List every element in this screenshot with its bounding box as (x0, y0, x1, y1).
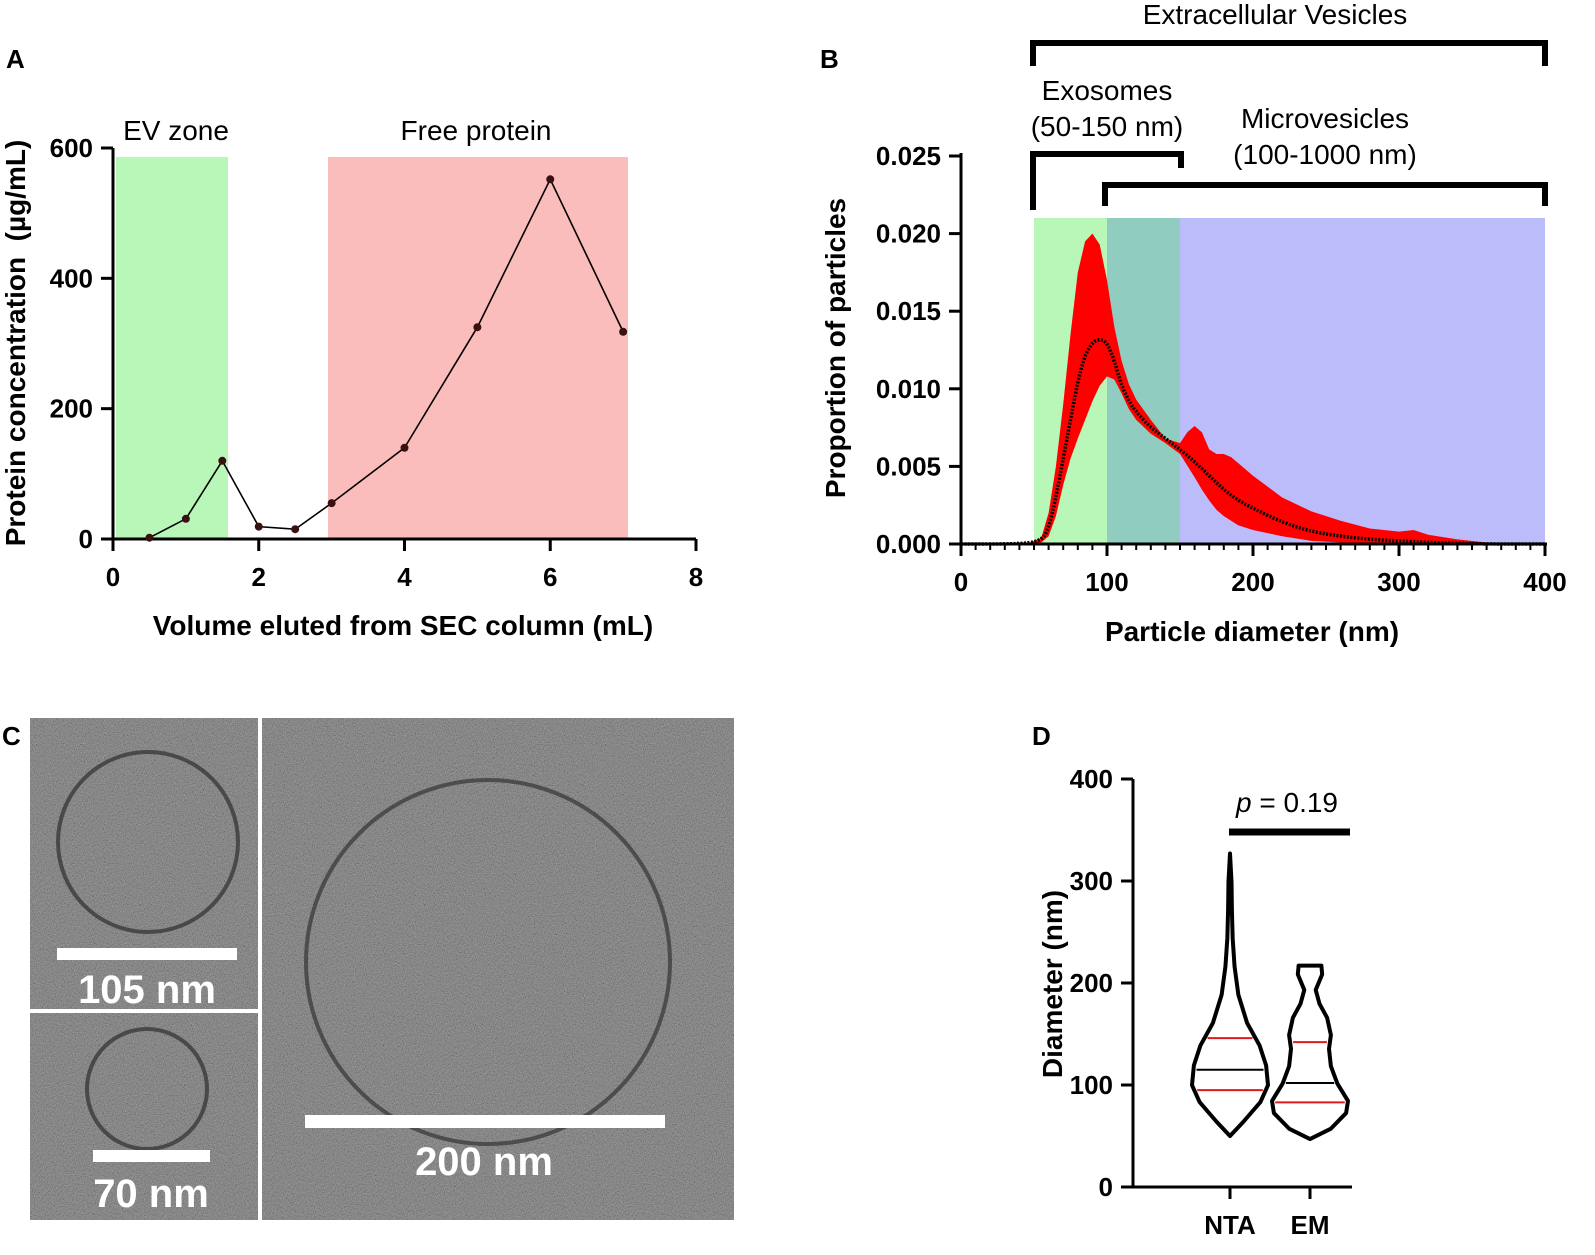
b-x-tick-label: 300 (1377, 567, 1420, 597)
d-axis-ticks: 0 100 200 300 400 NTA EM (1070, 764, 1330, 1240)
a-data-point (619, 327, 628, 336)
b-x-tick-label: 400 (1523, 567, 1566, 597)
vesicle-105nm (56, 750, 240, 934)
p-value-label: p = 0.19 (1235, 787, 1338, 818)
d-category-label: NTA (1204, 1210, 1256, 1240)
d-y-tick-label: 400 (1070, 764, 1113, 794)
microvesicle-label-1: Microvesicles (1241, 103, 1409, 134)
a-x-tick-label: 8 (689, 562, 703, 592)
a-data-line (149, 177, 624, 539)
free-protein-label: Free protein (401, 115, 552, 146)
a-y-tick-label: 0 (79, 524, 93, 554)
a-x-tick-label: 0 (106, 562, 120, 592)
a-data-point (327, 499, 336, 508)
a-data-point (254, 522, 263, 531)
a-data-point (181, 514, 190, 523)
d-y-tick-label: 200 (1070, 968, 1113, 998)
a-data-point (546, 175, 555, 184)
b-y-tick-label: 0.000 (876, 529, 941, 559)
panel-label-a: A (6, 44, 25, 74)
scale-bar-70nm (93, 1150, 210, 1162)
p-symbol: p (1235, 787, 1252, 818)
nta-mean-curve (961, 338, 1545, 546)
panel-label-b: B (820, 44, 839, 74)
panel-c: C 105 nm 70 nm 200 nm (2, 718, 734, 1220)
violin-nta (1190, 851, 1270, 1138)
d-y-tick-label: 300 (1070, 866, 1113, 896)
b-y-tick-label: 0.005 (876, 451, 941, 481)
d-category-label: EM (1291, 1210, 1330, 1240)
violin-em (1270, 963, 1350, 1142)
ev-zone-region (116, 157, 228, 539)
nta-error-band (961, 233, 1545, 544)
vesicle-70nm (85, 1027, 209, 1151)
exosome-label-2: (50-150 nm) (1031, 111, 1184, 142)
b-y-tick-label: 0.015 (876, 296, 941, 326)
ev-zone-label: EV zone (123, 115, 229, 146)
a-y-tick-label: 200 (50, 394, 93, 424)
b-x-axis-label: Particle diameter (nm) (1105, 616, 1399, 647)
a-axis-ticks: 0 2 4 6 8 0 200 400 600 (50, 133, 704, 592)
panel-label-c: C (2, 721, 21, 751)
b-y-tick-label: 0.010 (876, 374, 941, 404)
a-x-tick-label: 4 (397, 562, 412, 592)
panel-a: A EV zone Free protein 0 2 4 6 8 0 200 400 600 V… (0, 44, 703, 641)
b-x-tick-label: 0 (954, 567, 968, 597)
p-value: = 0.19 (1259, 787, 1338, 818)
a-y-tick-label: 400 (50, 263, 93, 293)
panel-label-d: D (1032, 721, 1051, 751)
ev-bracket (1030, 40, 1548, 66)
b-x-tick-label: 200 (1231, 567, 1274, 597)
ev-bracket-label: Extracellular Vesicles (1143, 0, 1408, 30)
exosome-label-1: Exosomes (1042, 75, 1173, 106)
b-y-tick-label: 0.025 (876, 141, 941, 171)
a-y-tick-label: 600 (50, 133, 93, 163)
free-protein-region (328, 157, 628, 539)
microvesicle-bracket (1102, 182, 1548, 206)
a-data-point (400, 443, 409, 452)
a-x-tick-label: 2 (252, 562, 266, 592)
a-x-tick-label: 6 (543, 562, 557, 592)
a-data-point (145, 533, 154, 542)
exosome-bracket (1030, 151, 1184, 210)
b-y-tick-label: 0.020 (876, 219, 941, 249)
d-y-tick-label: 0 (1099, 1172, 1113, 1202)
scale-bar-105nm (57, 948, 237, 960)
b-x-tick-label: 100 (1085, 567, 1128, 597)
scale-bar-200nm (305, 1115, 665, 1128)
a-y-axis-label: Protein concentration (µg/mL) (0, 140, 31, 547)
a-data-point (473, 323, 482, 332)
scale-label-105nm: 105 nm (78, 968, 216, 1012)
vesicle-200nm (304, 778, 672, 1146)
b-axis-ticks: 0 100 200 300 400 0.000 0.005 0.010 0.015 0.020 0.… (876, 141, 1567, 597)
a-data-point (291, 525, 300, 534)
scale-label-200nm: 200 nm (415, 1140, 553, 1184)
scale-label-70nm: 70 nm (93, 1172, 209, 1216)
a-data-point (218, 456, 227, 465)
d-y-tick-label: 100 (1070, 1070, 1113, 1100)
d-y-axis-label: Diameter (nm) (1037, 890, 1068, 1078)
a-x-axis-label: Volume eluted from SEC column (mL) (153, 610, 653, 641)
panel-d: D 0 100 200 300 400 NTA EM Diameter (nm) p = 0… (1032, 721, 1352, 1240)
micrograph-noise (30, 718, 734, 1220)
b-y-axis-label: Proportion of particles (820, 198, 851, 498)
microvesicle-label-2: (100-1000 nm) (1233, 139, 1417, 170)
panel-b: B 0 100 200 300 400 0.000 0.005 0.010 0.015 0.020… (820, 0, 1567, 647)
